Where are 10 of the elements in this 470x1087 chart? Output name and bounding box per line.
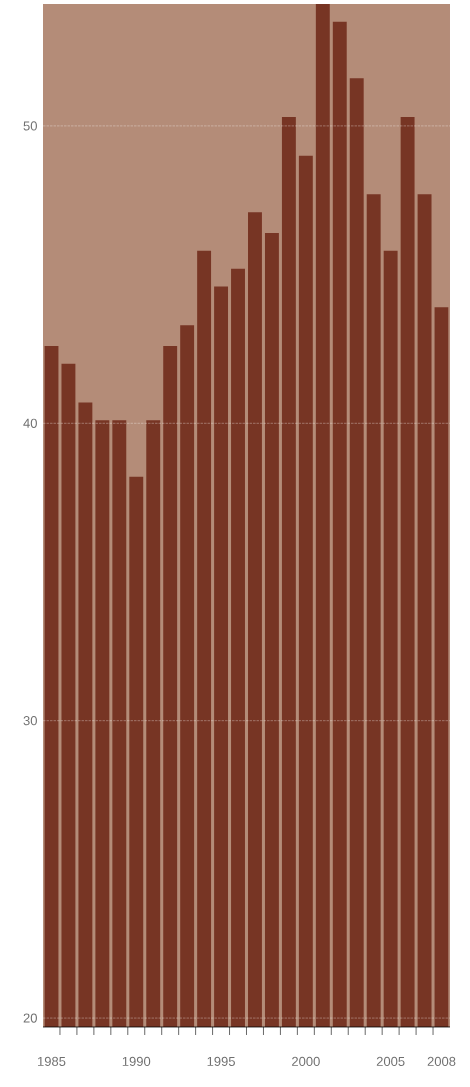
x-tick-label: 1990	[122, 1056, 151, 1066]
x-tick-label: 1995	[207, 1056, 235, 1066]
x-tick-label: 1985	[38, 1056, 66, 1066]
x-tick-label: 2005	[376, 1056, 405, 1066]
y-tick-label: 50	[23, 121, 37, 131]
y-tick-label: 30	[23, 716, 37, 726]
x-tick-label: 2008	[427, 1056, 456, 1066]
y-tick-label: 40	[23, 418, 37, 428]
y-tick-label: 20	[23, 1013, 37, 1023]
x-tick-label: 2000	[292, 1056, 320, 1066]
